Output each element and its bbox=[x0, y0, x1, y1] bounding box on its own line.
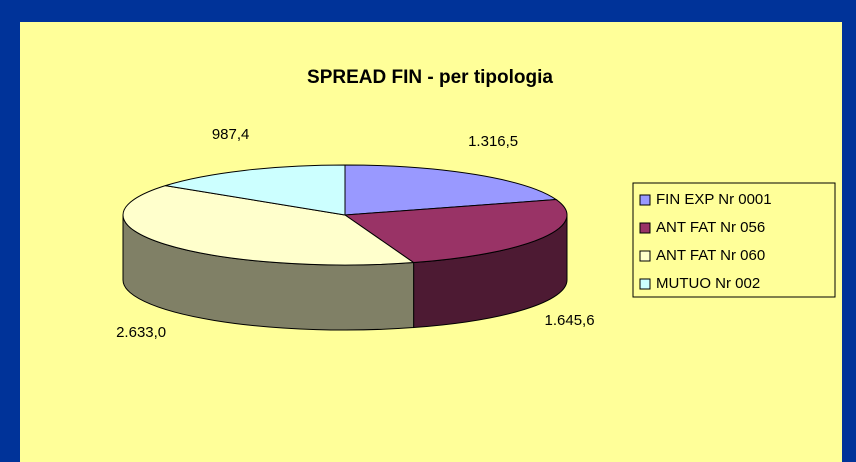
slice bbox=[344, 164, 558, 216]
legend-box bbox=[632, 182, 836, 298]
legend-label: ANT FAT Nr 060 bbox=[656, 247, 765, 264]
legend-swatch bbox=[639, 194, 651, 206]
chart-title: SPREAD FIN - per tipologia bbox=[307, 67, 553, 88]
legend-swatch bbox=[639, 278, 651, 290]
slice bbox=[343, 199, 568, 264]
legend-label: MUTUO Nr 002 bbox=[656, 275, 760, 292]
legend-swatch bbox=[639, 250, 651, 262]
data-label: 1.316,5 bbox=[468, 133, 518, 150]
data-label: 987,4 bbox=[212, 126, 250, 143]
legend-label: FIN EXP Nr 0001 bbox=[656, 191, 772, 208]
legend-swatch bbox=[639, 222, 651, 234]
data-label: 1.645,6 bbox=[545, 312, 595, 329]
slice bbox=[165, 164, 346, 216]
legend-label: ANT FAT Nr 056 bbox=[656, 219, 765, 236]
slice bbox=[122, 185, 416, 266]
data-label: 2.633,0 bbox=[116, 324, 166, 341]
